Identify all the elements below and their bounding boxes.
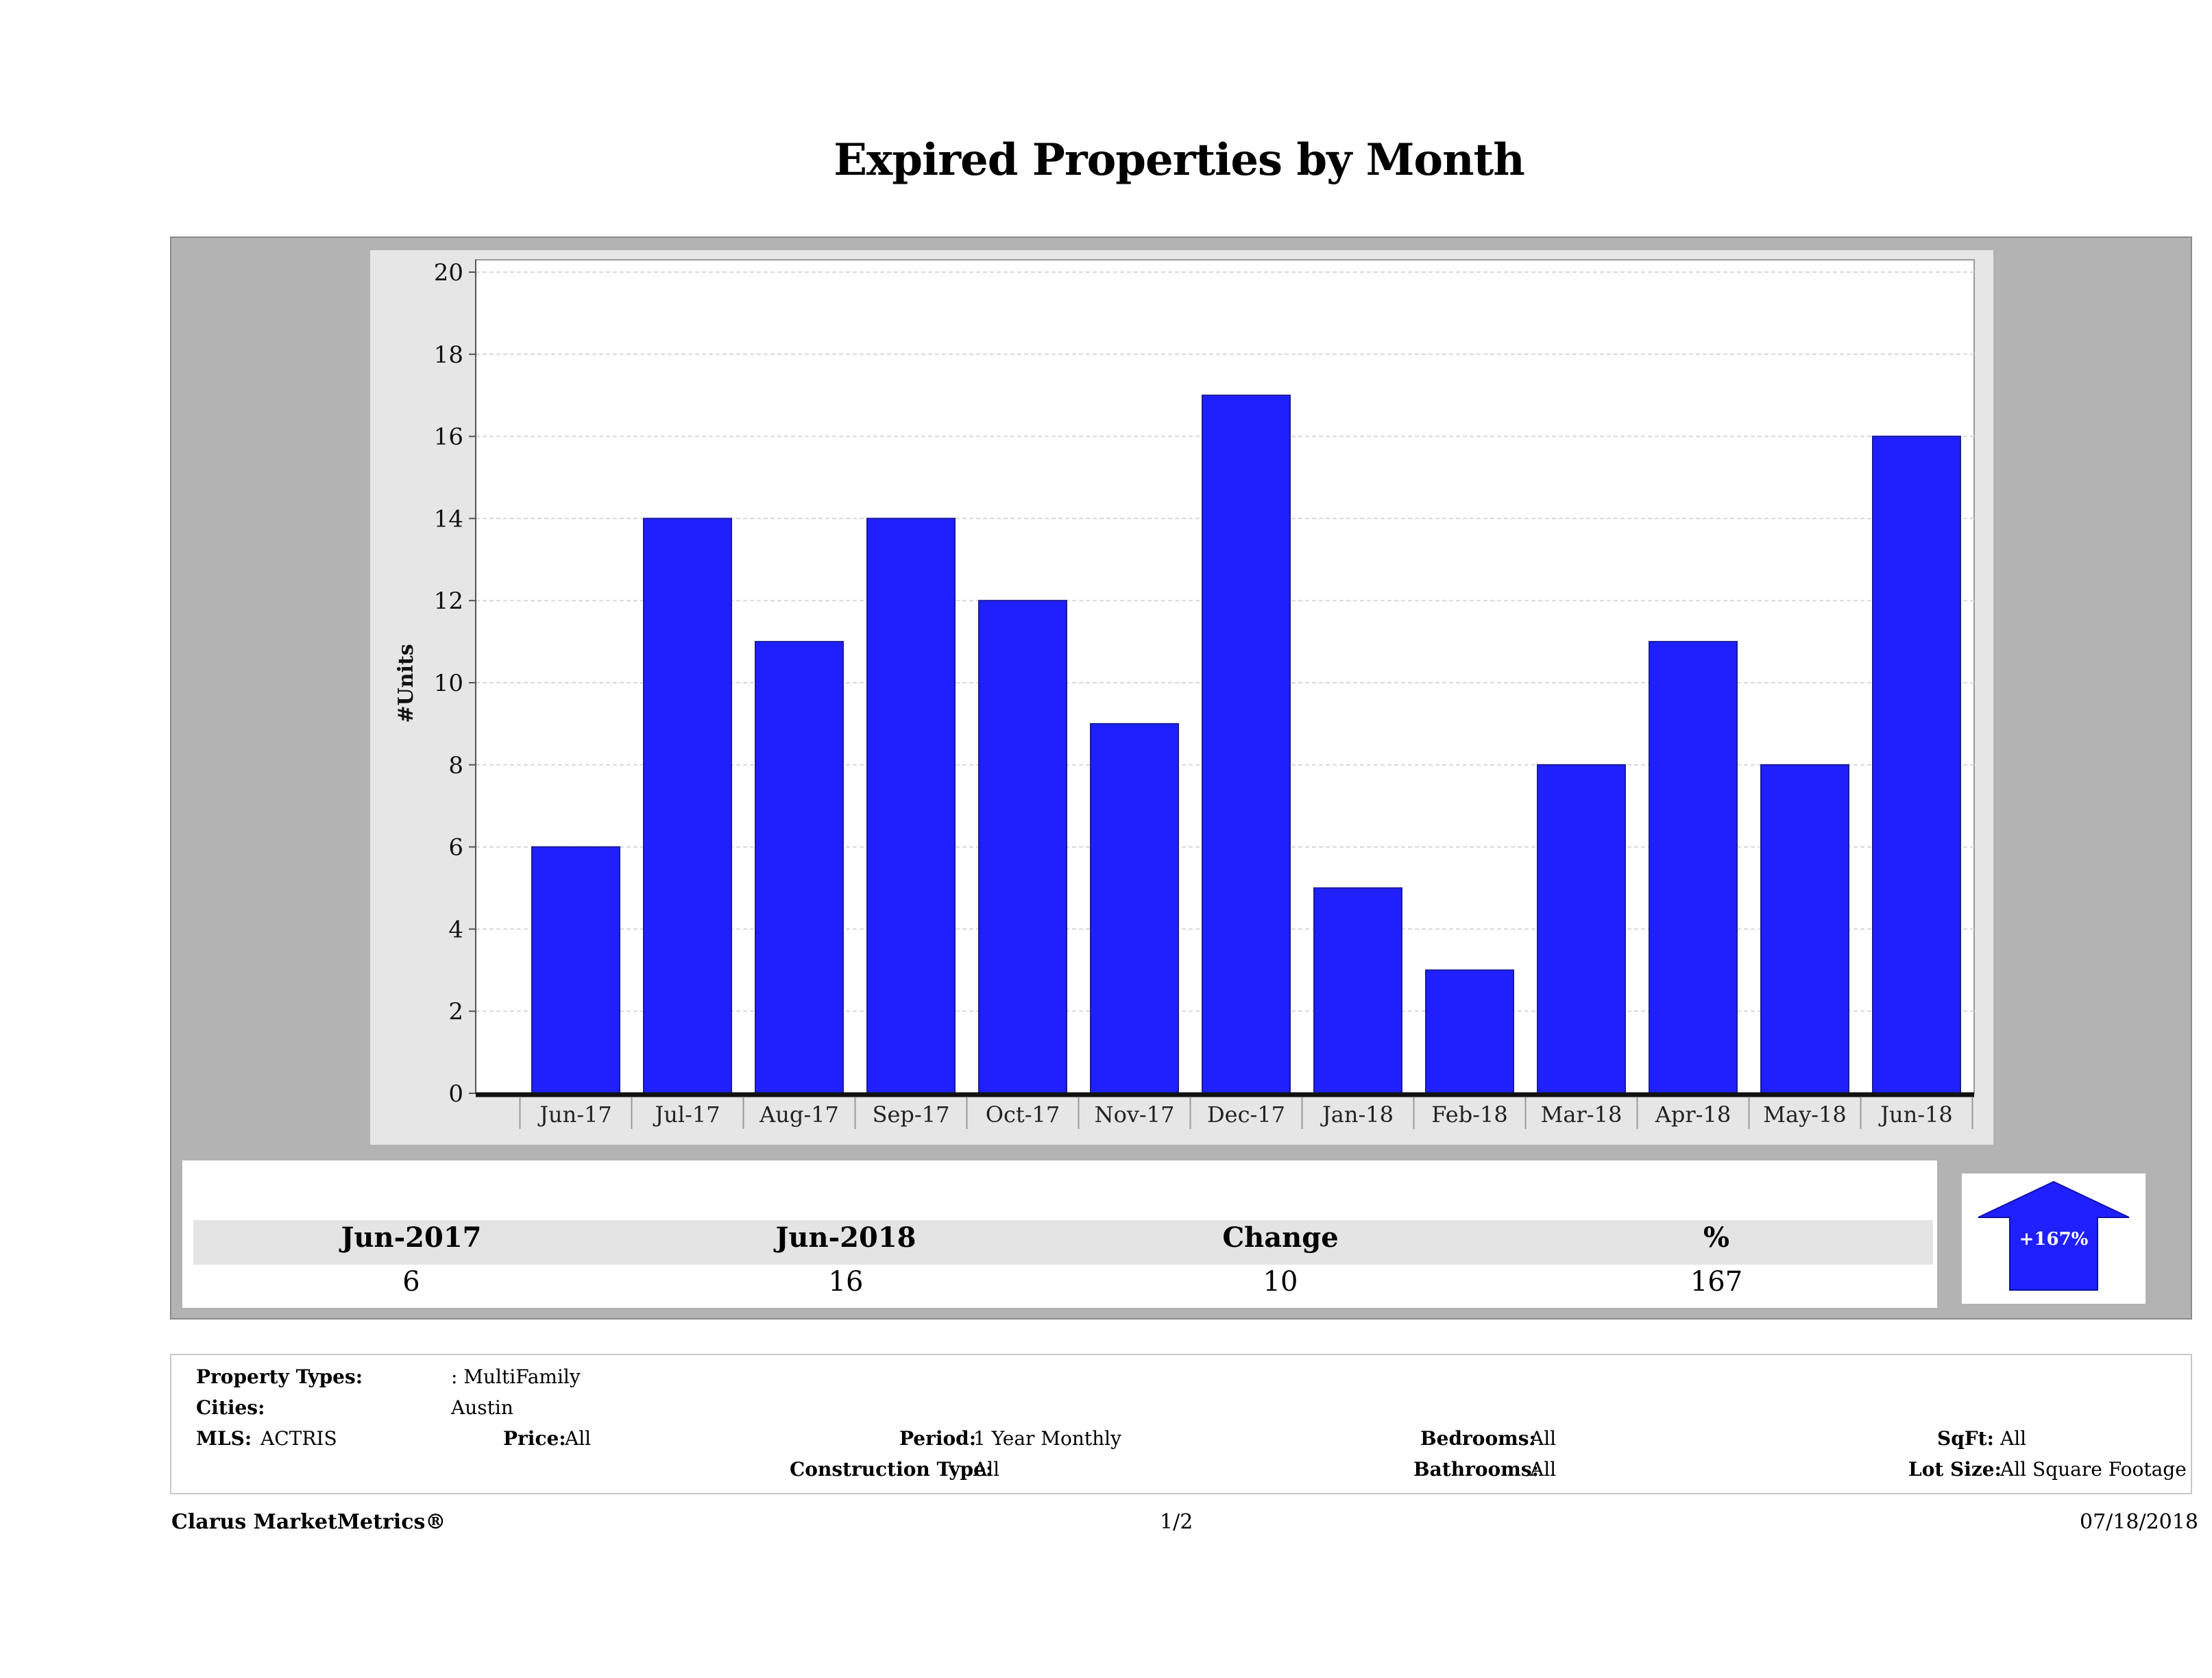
filter-bathrooms-label: Bathrooms: [1413,1458,1539,1481]
change-percent-label: +167% [2019,1229,2089,1250]
bar [1202,394,1291,1094]
filter-construction-value: All [973,1458,1000,1481]
summary-value-percent: 167 [1690,1266,1743,1298]
y-tick-label: 0 [448,1080,463,1108]
filter-mls-value: ACTRIS [260,1427,337,1450]
summary-header-start: Jun-2017 [341,1221,482,1254]
filter-construction-label: Construction Type: [790,1458,993,1481]
bar [1425,969,1514,1095]
filter-property-types-value: : MultiFamily [451,1365,581,1388]
x-tick-label: Oct-17 [986,1102,1060,1128]
bar [1649,641,1738,1094]
x-tick-label: Jun-17 [537,1102,612,1128]
summary-header-row [193,1220,1933,1265]
x-tick-label: Aug-17 [759,1102,839,1128]
y-tick-label: 16 [434,424,463,451]
y-tick-label: 12 [434,587,463,615]
bar [1537,764,1626,1094]
x-tick-label: Jun-18 [1878,1102,1953,1128]
footer-date: 07/18/2018 [2080,1510,2198,1534]
bar [1872,435,1961,1095]
x-tick-label: Sep-17 [873,1102,950,1128]
bar [643,518,732,1094]
filter-bedrooms-label: Bedrooms: [1420,1427,1536,1450]
filter-cities-label: Cities: [196,1396,265,1419]
bar-chart: 0 2 4 6 8 10 12 14 16 18 20 #Units Jun-17 Jul-17 Aug-1… [394,259,1975,1129]
filters-panel [170,1354,2192,1494]
filter-sqft-value: All [2000,1427,2027,1450]
x-tick-label: Dec-17 [1207,1102,1285,1128]
y-tick-label: 8 [448,752,463,779]
footer-page-number: 1/2 [1160,1510,1193,1534]
x-tick-label: Feb-18 [1431,1102,1507,1128]
summary-value-change: 10 [1263,1266,1298,1298]
filter-mls-label: MLS: [196,1427,252,1450]
summary-header-end: Jun-2018 [775,1221,916,1254]
filter-price-label: Price: [503,1427,566,1450]
filter-period-label: Period: [899,1427,977,1450]
y-tick-label: 14 [434,505,463,533]
summary-value-start: 6 [402,1266,420,1298]
filter-bedrooms-value: All [1530,1427,1557,1450]
change-indicator: +167% [1962,1174,2146,1304]
summary-value-end: 16 [828,1266,864,1298]
x-tick-label: Nov-17 [1095,1102,1175,1128]
page-title: Expired Properties by Month [834,134,1524,186]
y-axis-label: #Units [394,644,418,722]
filter-period-value: 1 Year Monthly [973,1427,1121,1450]
bar [1090,722,1179,1094]
y-tick-label: 20 [434,259,463,287]
bar [866,518,956,1094]
bar [531,846,620,1094]
footer-brand: Clarus MarketMetrics® [171,1510,446,1534]
filter-property-types-label: Property Types: [196,1365,363,1388]
bar [755,641,844,1094]
filter-lotsize-value: All Square Footage [2000,1458,2187,1481]
filter-price-value: All [565,1427,592,1450]
filter-lotsize-label: Lot Size: [1908,1458,2002,1481]
summary-header-change: Change [1222,1221,1339,1254]
summary-spacer-row [193,1171,1933,1220]
y-tick-label: 10 [434,670,463,697]
bar [978,600,1067,1094]
y-tick-label: 18 [434,341,463,369]
up-arrow-icon: +167% [1978,1180,2130,1291]
bar [1760,764,1849,1094]
bar [1313,887,1402,1094]
y-tick-label: 6 [448,834,463,862]
x-tick-label: May-18 [1763,1102,1846,1128]
x-tick-label: Mar-18 [1541,1102,1622,1128]
y-tick-label: 2 [448,998,463,1025]
summary-value-row [193,1265,1933,1304]
summary-header-percent: % [1703,1221,1729,1254]
filter-cities-value: Austin [451,1396,513,1419]
filter-sqft-label: SqFt: [1937,1427,1994,1450]
y-tick-label: 4 [448,916,463,943]
filter-bathrooms-value: All [1530,1458,1557,1481]
x-tick-label: Jul-17 [653,1102,720,1128]
x-tick-label: Jan-18 [1320,1102,1394,1128]
x-tick-label: Apr-18 [1655,1102,1731,1128]
